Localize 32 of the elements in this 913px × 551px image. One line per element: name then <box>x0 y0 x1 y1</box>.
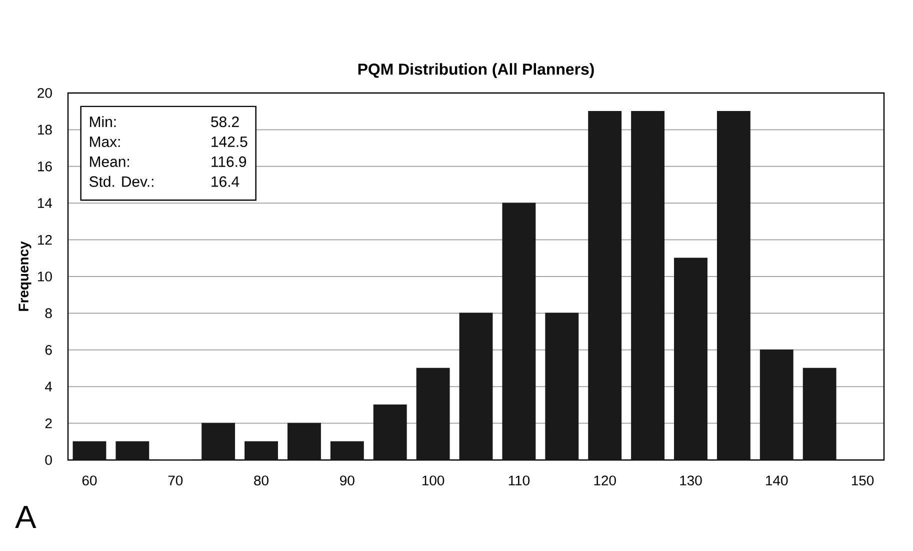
x-tick-label: 150 <box>852 476 874 486</box>
x-tick-label: 90 <box>340 476 354 486</box>
y-tick-label: 12 <box>38 234 52 245</box>
annotation: 16.4 <box>212 176 240 187</box>
y-tick-label: 20 <box>38 88 52 98</box>
x-tick-label: 60 <box>82 476 97 486</box>
annotation: Std. Dev.: <box>89 176 154 187</box>
annotation: Max: <box>90 136 120 148</box>
annotation: 58.2 <box>211 116 239 128</box>
y-tick-label: 16 <box>38 161 52 172</box>
y-tick-label: 4 <box>45 382 52 392</box>
text: A <box>15 506 36 528</box>
y-tick-label: 14 <box>38 198 52 208</box>
annotation: 116.9 <box>212 156 246 167</box>
chart-title: PQM Distribution (All Planners) <box>358 63 594 78</box>
y-tick-label: 6 <box>45 344 52 355</box>
annotation: Mean: <box>90 156 129 167</box>
x-tick-label: 120 <box>594 476 616 486</box>
y-axis-title: Frequency <box>18 241 32 311</box>
y-tick-label: 2 <box>45 418 52 428</box>
y-tick-label: 8 <box>45 308 52 318</box>
y-tick-label: 18 <box>38 124 52 135</box>
x-tick-label: 80 <box>254 476 268 486</box>
x-tick-label: 100 <box>422 476 444 486</box>
x-tick-label: 140 <box>766 476 788 486</box>
y-tick-label: 0 <box>45 455 52 465</box>
x-tick-label: 130 <box>680 476 702 486</box>
x-tick-label: 110 <box>508 476 530 486</box>
annotation: 142.5 <box>212 136 248 148</box>
annotation: Min: <box>90 116 116 127</box>
x-tick-label: 70 <box>168 476 183 486</box>
y-tick-label: 10 <box>38 272 52 282</box>
